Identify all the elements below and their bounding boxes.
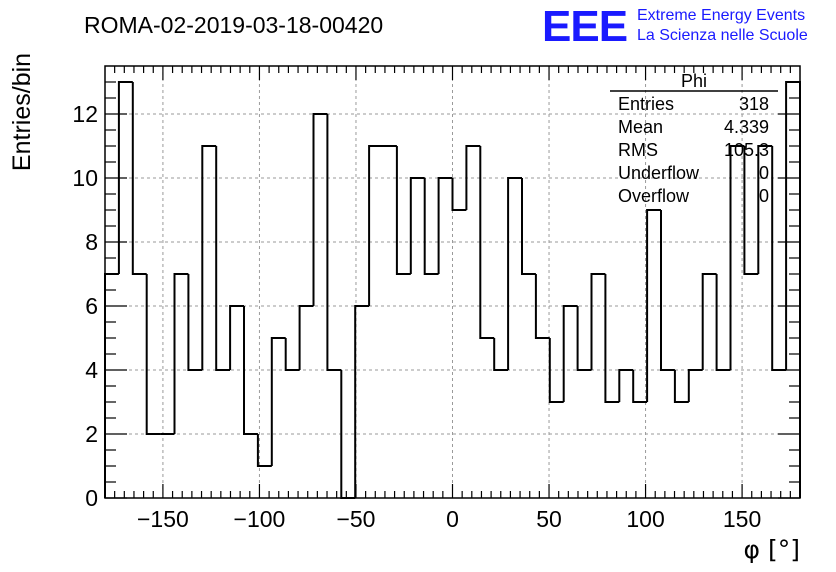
histogram-bin bbox=[604, 274, 620, 403]
histogram-bin bbox=[632, 370, 648, 403]
y-axis: 0 2 4 6 8 10 12 bbox=[72, 81, 800, 511]
histogram-bin bbox=[701, 273, 717, 370]
y-tick-label: 2 bbox=[85, 421, 98, 447]
histogram-bin bbox=[479, 146, 495, 339]
stats-title: Phi bbox=[681, 71, 707, 91]
histogram-bin bbox=[117, 81, 133, 274]
y-tick-label: 6 bbox=[85, 293, 98, 319]
histogram-bin bbox=[646, 209, 661, 402]
histogram-bin bbox=[284, 338, 300, 371]
histogram-bin bbox=[465, 145, 481, 210]
histogram-bin bbox=[131, 82, 147, 275]
histogram-bin bbox=[215, 146, 231, 371]
logo-line1: Extreme Energy Events bbox=[637, 7, 805, 24]
logo-line2: La Scienza nelle Scuole bbox=[637, 27, 808, 44]
histogram-bin bbox=[145, 274, 161, 435]
histogram-bin bbox=[534, 274, 550, 339]
histogram-bin bbox=[493, 338, 509, 371]
logo-mark: EEE bbox=[542, 2, 627, 51]
histogram-bin bbox=[395, 146, 411, 275]
histogram-bin bbox=[326, 114, 342, 371]
histogram-bin bbox=[715, 274, 731, 371]
stats-value: 0 bbox=[759, 186, 769, 206]
y-tick-label: 0 bbox=[85, 485, 98, 511]
histogram-series bbox=[104, 81, 801, 499]
eee-logo: EEE Extreme Energy Events La Scienza nel… bbox=[542, 2, 808, 51]
histogram-bin bbox=[590, 273, 606, 370]
histogram-bin bbox=[729, 145, 745, 370]
stats-label: Underflow bbox=[618, 163, 700, 183]
stats-value: 4.339 bbox=[724, 117, 769, 137]
histogram-bin bbox=[256, 434, 272, 467]
histogram-bin bbox=[187, 274, 203, 371]
stats-label: Overflow bbox=[618, 186, 690, 206]
chart-title: ROMA-02-2019-03-18-00420 bbox=[84, 12, 383, 38]
x-tick-label: 100 bbox=[626, 506, 664, 532]
y-tick-label: 8 bbox=[85, 229, 98, 255]
stats-label: Mean bbox=[618, 117, 663, 137]
stats-label: Entries bbox=[618, 94, 674, 114]
histogram-bin bbox=[298, 305, 314, 370]
histogram-bin bbox=[409, 177, 425, 274]
y-tick-label: 4 bbox=[85, 357, 98, 383]
histogram-bin bbox=[576, 306, 592, 371]
stats-value: 105.3 bbox=[724, 140, 769, 160]
x-axis: −150 −100 −50 0 50 100 150 bbox=[114, 66, 791, 532]
histogram-bin bbox=[507, 177, 522, 370]
histogram-bin bbox=[270, 337, 286, 466]
grid-lines bbox=[105, 66, 800, 498]
histogram-bin bbox=[562, 305, 578, 402]
x-tick-label: 150 bbox=[723, 506, 761, 532]
histogram-bin bbox=[312, 113, 328, 306]
stats-label: RMS bbox=[618, 140, 658, 160]
histogram-bin bbox=[423, 178, 439, 275]
histogram-bin bbox=[757, 145, 773, 274]
histogram-bin bbox=[173, 273, 189, 434]
histogram-bin bbox=[521, 178, 536, 275]
histogram-bin bbox=[354, 305, 370, 498]
histogram-bin bbox=[368, 145, 383, 306]
histogram-bin bbox=[229, 305, 244, 370]
x-axis-label: φ [°] bbox=[744, 535, 800, 564]
histogram-bin bbox=[618, 369, 634, 402]
x-tick-label: −50 bbox=[336, 506, 375, 532]
y-tick-label: 10 bbox=[72, 165, 98, 191]
x-tick-label: −150 bbox=[137, 506, 189, 532]
stats-value: 318 bbox=[739, 94, 769, 114]
x-tick-label: 50 bbox=[536, 506, 562, 532]
histogram-bin bbox=[437, 177, 453, 274]
histogram-bin bbox=[743, 146, 759, 275]
histogram-bin bbox=[660, 210, 675, 371]
histogram-bin bbox=[548, 338, 564, 403]
histogram-bin bbox=[243, 306, 258, 435]
stats-box: Phi Entries 318 Mean 4.339 RMS 105.3 Underflow… bbox=[610, 71, 778, 206]
histogram-bin bbox=[687, 369, 703, 402]
histogram-bin bbox=[451, 178, 467, 211]
histogram-bin bbox=[673, 370, 689, 403]
histogram-bin bbox=[201, 145, 217, 370]
stats-value: 0 bbox=[759, 163, 769, 183]
y-tick-label: 12 bbox=[72, 101, 98, 127]
x-tick-label: 0 bbox=[446, 506, 459, 532]
stats-rows: Entries 318 Mean 4.339 RMS 105.3 Underflow 0 Ove… bbox=[618, 94, 769, 206]
y-axis-label: Entries/bin bbox=[8, 53, 36, 171]
x-tick-label: −100 bbox=[234, 506, 286, 532]
